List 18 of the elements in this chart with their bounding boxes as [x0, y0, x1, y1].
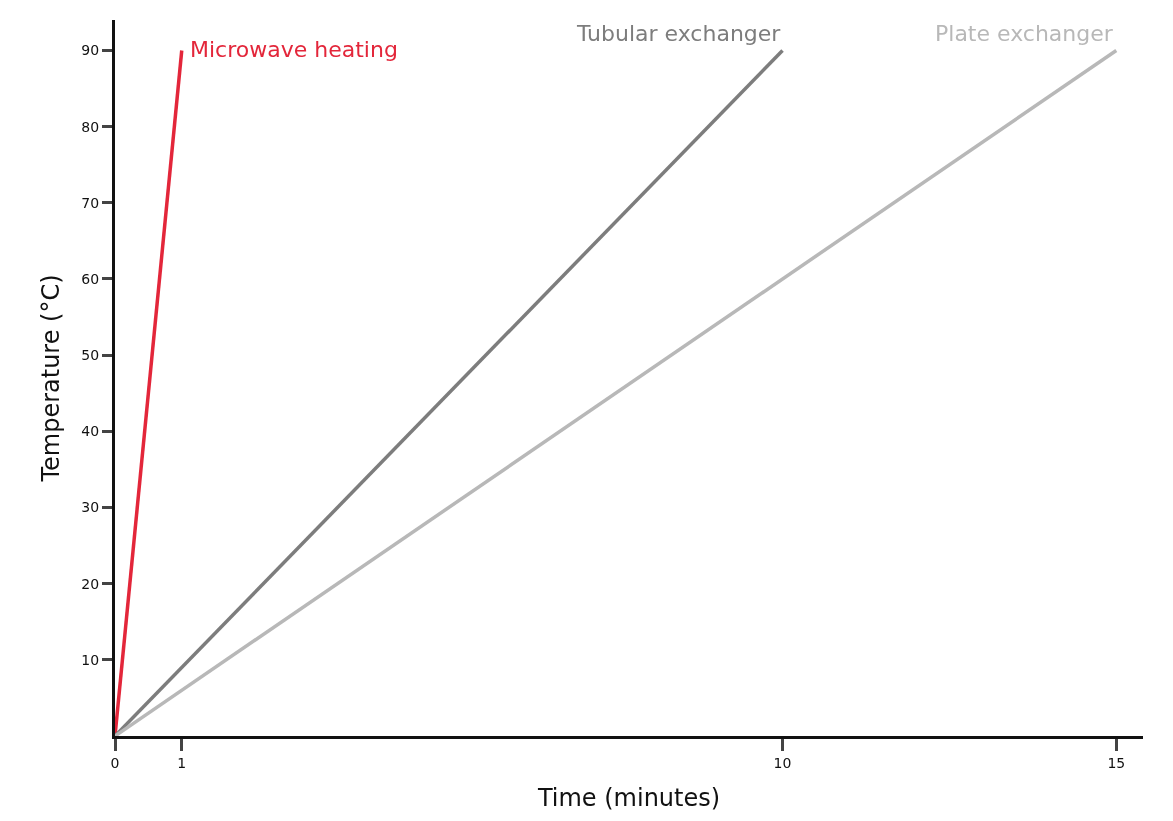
series-label: Tubular exchanger: [576, 21, 782, 46]
x-tick-label: 0: [110, 754, 120, 771]
series-label: Plate exchanger: [935, 21, 1114, 46]
y-tick-label: 60: [81, 270, 100, 287]
y-tick-label: 90: [81, 42, 100, 59]
y-tick-label: 30: [81, 499, 100, 516]
y-tick-label: 70: [81, 194, 100, 211]
y-axis-title: Temperature (°C): [37, 274, 66, 483]
series-label: Microwave heating: [190, 37, 398, 62]
x-tick-label: 1: [177, 754, 187, 771]
y-tick-label: 40: [81, 423, 100, 440]
x-axis-title: Time (minutes): [536, 784, 721, 813]
y-tick-label: 20: [81, 575, 100, 592]
x-tick-label: 10: [773, 754, 792, 771]
y-tick-label: 80: [81, 118, 100, 135]
y-tick-label: 10: [81, 651, 100, 668]
y-tick-label: 50: [81, 347, 100, 364]
x-tick-label: 15: [1107, 754, 1126, 771]
